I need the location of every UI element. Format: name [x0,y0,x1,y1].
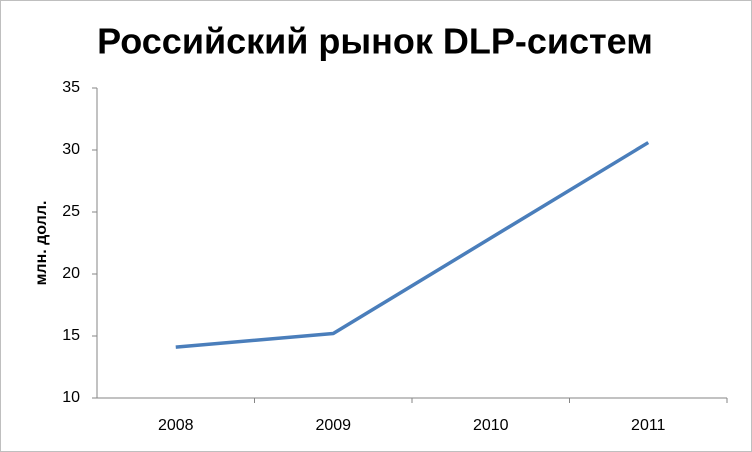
y-tick-label: 15 [62,327,80,344]
y-tick-label: 35 [62,79,80,96]
y-tick-label: 25 [62,203,80,220]
line-series [175,141,650,349]
x-tick-label: 2011 [631,417,666,434]
x-tick-label: 2008 [158,417,194,434]
y-tick-label: 30 [62,141,80,158]
x-tick-label: 2010 [473,417,509,434]
chart-title: Российский рынок DLP-систем [97,21,653,62]
y-axis-label: млн. долл. [33,201,50,286]
y-tick-label: 20 [62,265,80,282]
y-tick-label: 10 [62,389,80,406]
x-tick-label: 2009 [315,417,351,434]
